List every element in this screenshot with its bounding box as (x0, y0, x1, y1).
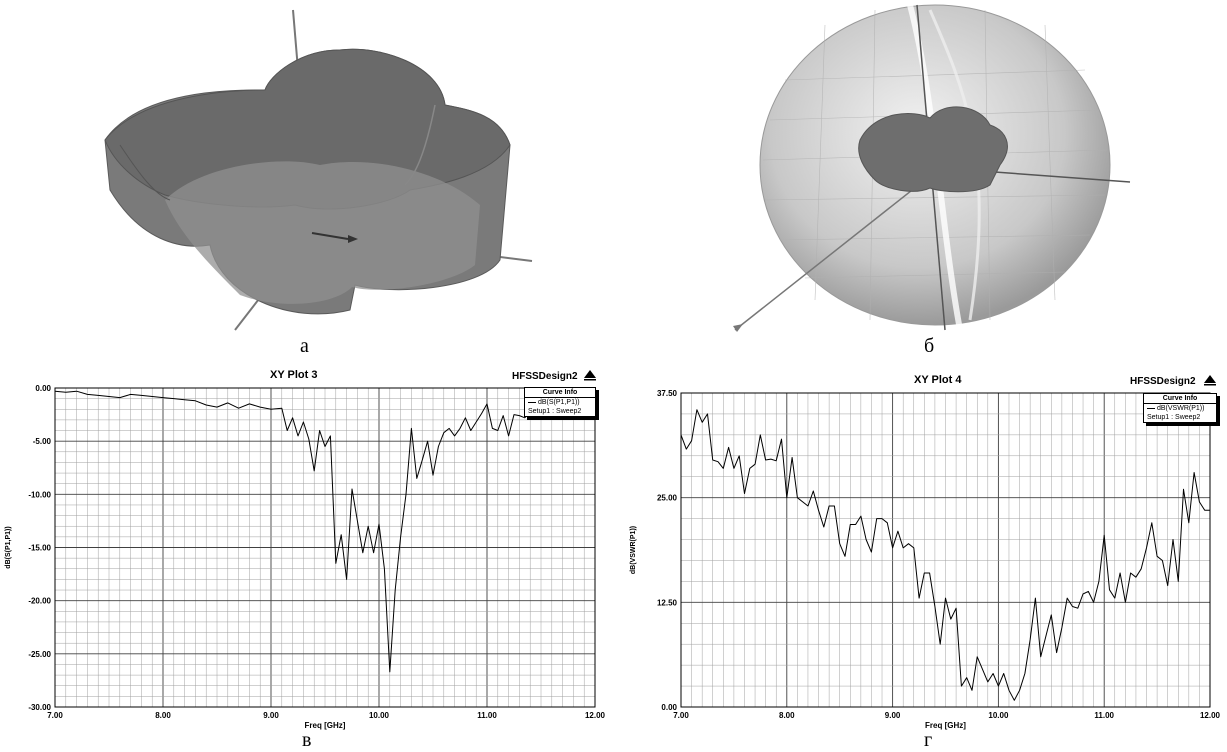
plot4-legend-swatch (1147, 407, 1155, 409)
plot4-xlabel: Freq [GHz] (925, 721, 966, 730)
plot3-legend-curve: dB(S(P1,P1)) (538, 399, 580, 406)
plot3-xtick-label: 9.00 (263, 711, 279, 720)
plot4-chart: 7.00 8.00 9.00 10.00 11.00 12.00 37.50 25.00 12.… (630, 389, 1221, 730)
plot3-title: XY Plot 3 (270, 369, 318, 381)
plot3-ytick-label: -10.00 (28, 490, 51, 499)
plot3-brand: HFSSDesign2 (512, 371, 578, 382)
plot3-ytick-label: -25.00 (28, 650, 51, 659)
plot3-series-line (54, 390, 596, 673)
plot3-xtick-label: 8.00 (155, 711, 171, 720)
plot3-xtick-label: 7.00 (47, 711, 63, 720)
plot4-ytick-label: 25.00 (657, 494, 678, 503)
plot3-legend-header: Curve Info (525, 388, 595, 398)
plot3-legend-setup: Setup1 : Sweep2 (528, 408, 582, 415)
caption-v: в (302, 729, 312, 751)
plot4-xtick-label: 7.00 (673, 711, 689, 720)
plot4-xtick-label: 11.00 (1094, 711, 1114, 720)
caption-b: б (924, 335, 935, 357)
plot4-legend-curve: dB(VSWR(P1)) (1157, 405, 1205, 412)
plot4-ytick-label: 0.00 (661, 703, 677, 712)
caption-g: г (924, 729, 933, 751)
plot3-xtick-label: 10.00 (369, 711, 390, 720)
plot4-legend: Curve Info dB(VSWR(P1)) Setup1 : Sweep2 (1143, 393, 1217, 423)
plot3-logo-icon (584, 370, 596, 381)
plot3-ytick-label: -5.00 (33, 437, 52, 446)
plot3-legend: Curve Info dB(S(P1,P1)) Setup1 : Sweep2 (524, 387, 596, 417)
plot3-xtick-label: 12.00 (585, 711, 606, 720)
caption-a: а (300, 335, 309, 357)
plot4-xtick-label: 12.00 (1200, 711, 1221, 720)
plot4-series-line (680, 409, 1210, 701)
plot4-ytick-label: 37.50 (657, 389, 678, 398)
plot4-brand: HFSSDesign2 (1130, 376, 1196, 387)
plot4-xtick-label: 8.00 (779, 711, 795, 720)
plot3-frame (54, 387, 596, 708)
plot3-ylabel: dB(S(P1,P1)) (5, 526, 12, 568)
plot3-ytick-label: -30.00 (28, 703, 51, 712)
plot4-title: XY Plot 4 (914, 374, 962, 386)
plot3-chart: 7.00 8.00 9.00 10.00 11.00 12.00 0.00 -5.00 -10.… (5, 384, 606, 730)
radiation-pattern-3d-a (104, 9, 533, 331)
plot4-ylabel: dB(VSWR(P1)) (630, 526, 637, 574)
plot4-logo-icon (1204, 375, 1216, 386)
plot3-ytick-label: 0.00 (35, 384, 51, 393)
plot4-legend-header: Curve Info (1144, 394, 1216, 404)
plot4-legend-setup: Setup1 : Sweep2 (1147, 414, 1201, 421)
plot4-xtick-label: 9.00 (885, 711, 901, 720)
plot3-ytick-label: -20.00 (28, 597, 51, 606)
plot4-frame (680, 392, 1211, 708)
plot3-xlabel: Freq [GHz] (305, 721, 346, 730)
plot3-ytick-label: -15.00 (28, 544, 51, 553)
plot4-xtick-label: 10.00 (988, 711, 1009, 720)
plot3-legend-swatch (528, 401, 536, 403)
plot4-ytick-label: 12.50 (657, 598, 678, 607)
plot3-xtick-label: 11.00 (477, 711, 497, 720)
radiation-pattern-3d-b (733, 4, 1131, 332)
